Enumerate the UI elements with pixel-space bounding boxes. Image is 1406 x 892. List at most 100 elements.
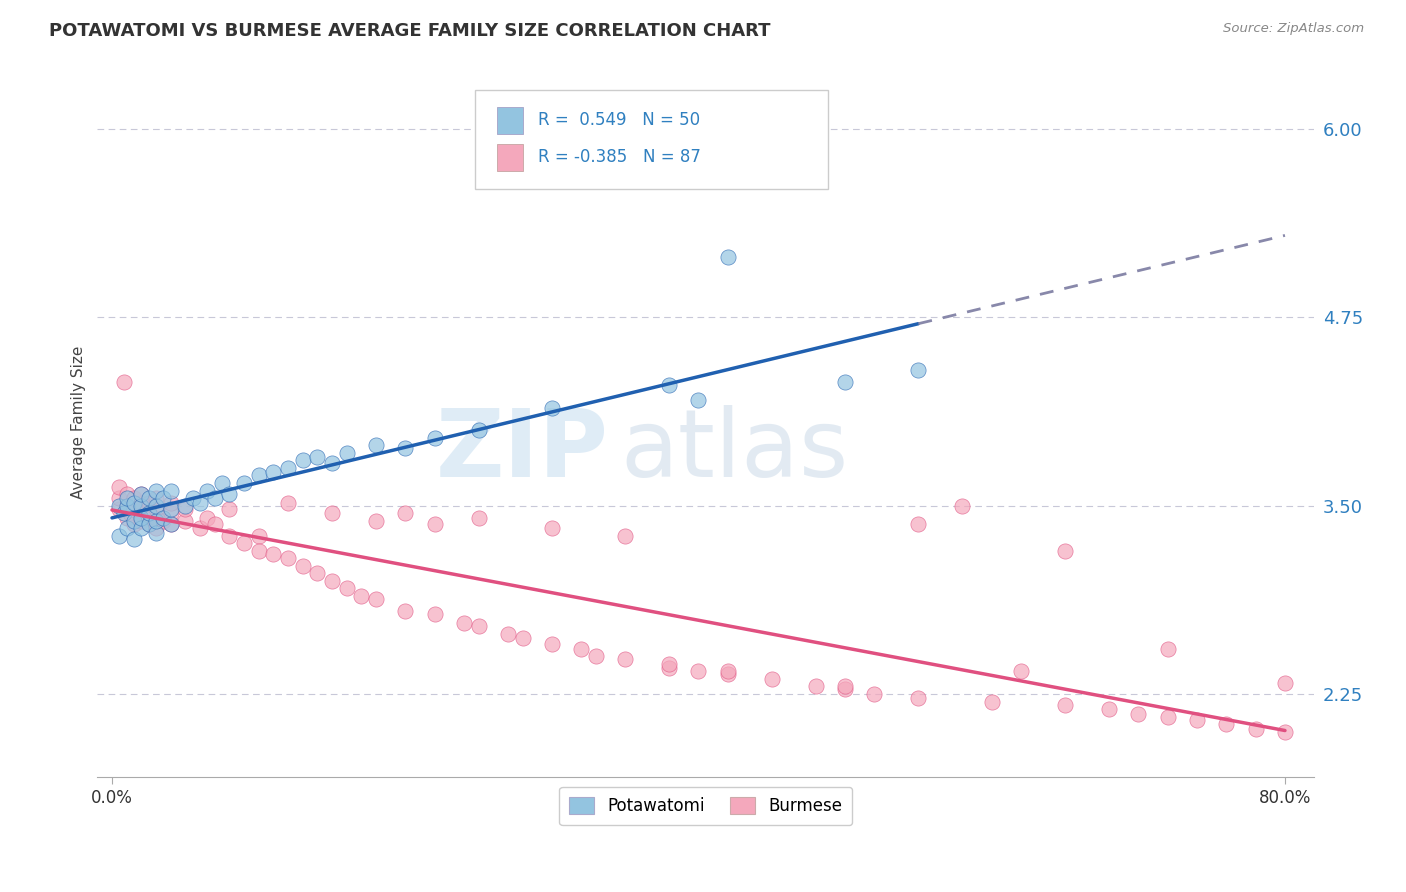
Point (159, 495, 181, 509)
Point (122, 495, 145, 509)
Point (115, 521, 138, 535)
Point (174, 499, 197, 513)
Point (138, 506, 160, 520)
Point (159, 516, 181, 531)
Point (336, 446, 359, 460)
Point (907, 363, 929, 377)
Point (159, 516, 181, 531)
Point (453, 616, 475, 631)
Point (118, 506, 141, 520)
Point (980, 694, 1002, 708)
Point (1128, 706, 1150, 721)
Point (952, 499, 974, 513)
Point (204, 516, 226, 531)
Point (394, 604, 416, 618)
FancyBboxPatch shape (475, 90, 828, 189)
Point (204, 491, 226, 505)
Point (1156, 641, 1178, 656)
Point (145, 510, 167, 524)
Point (541, 401, 564, 415)
Point (364, 514, 387, 528)
Point (291, 453, 314, 467)
Point (138, 495, 160, 509)
Point (307, 566, 329, 581)
Point (131, 521, 153, 535)
Point (1215, 717, 1237, 731)
Point (321, 456, 343, 470)
Point (218, 486, 240, 500)
Point (541, 637, 564, 651)
Point (233, 475, 256, 490)
Point (277, 551, 299, 566)
Point (907, 516, 929, 531)
Point (1185, 713, 1208, 727)
Point (247, 529, 270, 543)
Point (688, 393, 710, 408)
Point (907, 691, 929, 706)
Point (145, 525, 167, 540)
Point (364, 438, 387, 452)
Point (131, 514, 153, 528)
Point (145, 521, 167, 535)
Point (131, 510, 153, 524)
Point (112, 375, 135, 389)
Point (122, 514, 145, 528)
FancyBboxPatch shape (496, 107, 523, 134)
Point (122, 532, 145, 546)
Point (218, 501, 240, 516)
Point (108, 529, 131, 543)
Point (115, 499, 138, 513)
Point (834, 375, 856, 389)
Point (834, 680, 856, 694)
Point (1010, 665, 1032, 679)
Point (350, 589, 373, 603)
Point (321, 506, 343, 520)
Point (423, 607, 446, 621)
Point (1274, 676, 1296, 690)
Point (108, 491, 131, 505)
Point (159, 506, 181, 520)
Point (112, 506, 135, 520)
Point (1156, 709, 1178, 723)
Point (131, 486, 153, 500)
Point (195, 510, 218, 524)
Point (717, 665, 740, 679)
Point (145, 491, 167, 505)
Text: POTAWATOMI VS BURMESE AVERAGE FAMILY SIZE CORRELATION CHART: POTAWATOMI VS BURMESE AVERAGE FAMILY SIZ… (49, 22, 770, 40)
Point (145, 501, 167, 516)
Point (512, 631, 534, 645)
Point (145, 514, 167, 528)
Point (336, 582, 359, 596)
Point (108, 501, 131, 516)
Point (262, 547, 284, 561)
Point (188, 495, 211, 509)
Point (614, 529, 637, 543)
Point (181, 491, 204, 505)
Point (863, 687, 886, 701)
Point (1053, 698, 1076, 712)
Text: R = -0.385   N = 87: R = -0.385 N = 87 (538, 148, 700, 166)
Point (658, 378, 681, 392)
Point (115, 510, 138, 524)
Point (467, 619, 489, 633)
Point (145, 483, 167, 498)
Point (394, 506, 416, 520)
Text: atlas: atlas (620, 405, 849, 497)
Point (152, 510, 174, 524)
Point (1244, 722, 1267, 736)
Point (159, 483, 181, 498)
Point (233, 536, 256, 550)
Point (138, 491, 160, 505)
Point (291, 558, 314, 573)
Point (569, 641, 592, 656)
Point (131, 501, 153, 516)
Point (717, 667, 740, 681)
Point (688, 665, 710, 679)
Point (122, 491, 145, 505)
Point (131, 486, 153, 500)
Point (1274, 724, 1296, 739)
Point (174, 501, 197, 516)
Point (131, 499, 153, 513)
Point (108, 499, 131, 513)
Point (247, 468, 270, 483)
